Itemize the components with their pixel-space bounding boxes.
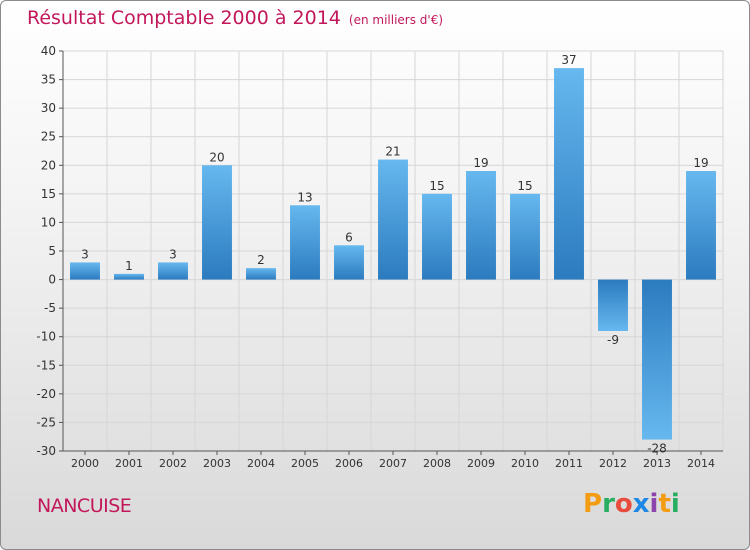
proxiti-logo[interactable]: Proxiti [583,489,680,519]
y-tick-label: 30 [41,101,56,115]
x-tick-label: 2007 [379,457,407,470]
data-label-2005: 13 [297,190,312,204]
chart-title: Résultat Comptable 2000 à 2014 (en millie… [27,7,443,29]
data-label-2007: 21 [385,145,400,159]
data-label-2010: 15 [517,179,532,193]
y-tick-label: -5 [44,301,56,315]
y-tick-label: 40 [41,44,56,58]
bar-2007 [378,159,408,280]
x-tick-label: 2014 [687,457,715,470]
x-tick-label: 2013 [643,457,671,470]
y-tick-label: 5 [48,244,56,258]
x-tick-label: 2002 [159,457,187,470]
bar-2013 [642,279,672,440]
x-tick-label: 2005 [291,457,319,470]
y-tick-label: -25 [36,415,56,429]
bar-2003 [202,165,232,280]
bar-2011 [554,68,584,280]
logo-letter: i [670,489,680,519]
x-tick-label: 2000 [71,457,99,470]
bar-2010 [510,193,540,280]
x-tick-label: 2011 [555,457,583,470]
logo-letter: P [583,489,603,519]
data-label-2001: 1 [125,259,133,273]
y-tick-label: -30 [36,444,56,458]
x-tick-label: 2008 [423,457,451,470]
data-label-2009: 19 [473,156,488,170]
bar-2000 [70,262,100,280]
bar-2005 [290,205,320,280]
y-tick-label: 20 [41,158,56,172]
logo-letter: r [602,489,615,519]
bar-2002 [158,262,188,280]
bar-2014 [686,171,716,280]
logo-letter: t [658,489,671,519]
data-label-2011: 37 [561,53,576,67]
y-tick-label: -10 [36,330,56,344]
x-tick-label: 2010 [511,457,539,470]
x-tick-label: 2004 [247,457,275,470]
logo-letter: x [632,489,650,519]
data-label-2006: 6 [345,230,353,244]
data-label-2014: 19 [693,156,708,170]
y-tick-label: 35 [41,73,56,87]
data-label-2008: 15 [429,179,444,193]
data-label-2002: 3 [169,247,177,261]
bar-2009 [466,171,496,280]
y-tick-label: 15 [41,187,56,201]
bar-2006 [334,245,364,280]
bar-2004 [246,268,276,280]
y-tick-label: -15 [36,358,56,372]
logo-letter: i [649,489,659,519]
data-label-2004: 2 [257,253,265,267]
data-label-2013: -28 [647,442,667,456]
bar-2001 [114,273,144,280]
logo-letter: o [614,489,633,519]
axes: -30 -25 -20 -15 -10 -5 0 5 10 15 20 25 30 35 40 2000 200… [36,44,723,470]
chart-subtitle: (en milliers d'€) [348,13,444,27]
y-tick-label: -20 [36,387,56,401]
y-tick-label: 25 [41,130,56,144]
y-tick-label: 10 [41,215,56,229]
x-tick-label: 2006 [335,457,363,470]
bar-2008 [422,193,452,280]
x-tick-label: 2001 [115,457,143,470]
town-name: NANCUISE [37,495,132,517]
x-tick-label: 2009 [467,457,495,470]
x-tick-label: 2003 [203,457,231,470]
bars [70,68,716,440]
data-label-2003: 20 [209,150,224,164]
data-label-2000: 3 [81,247,89,261]
y-tick-label: 0 [48,273,56,287]
bar-2012 [598,279,628,331]
chart-title-text: Résultat Comptable 2000 à 2014 [27,7,341,29]
data-label-2012: -9 [607,333,619,347]
x-tick-label: 2012 [599,457,627,470]
